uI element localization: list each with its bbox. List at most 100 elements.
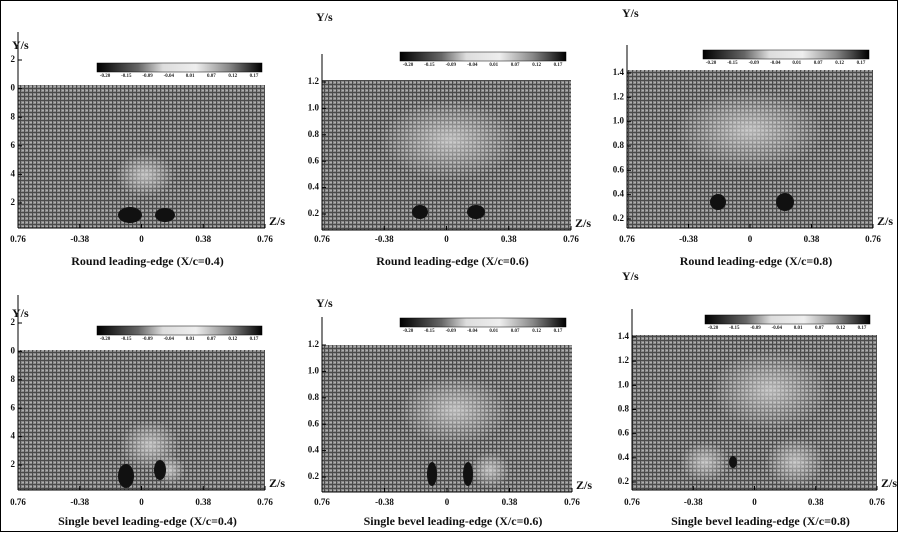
colorbar-label: -0.15 (729, 326, 740, 331)
flow-region (380, 100, 520, 180)
y-tick-label: 2 (11, 317, 16, 327)
vector-field (18, 350, 265, 490)
colorbar (96, 62, 263, 73)
colorbar-label: -0.20 (706, 61, 717, 66)
vortex (710, 194, 726, 210)
vortex (463, 462, 473, 486)
y-tick-label: 0.2 (618, 476, 630, 486)
x-tick-label: 0.76 (564, 497, 580, 507)
x-tick-label: -0.38 (375, 234, 394, 244)
colorbar-label: -0.09 (142, 74, 153, 79)
y-tick-label: 4 (11, 431, 16, 441)
colorbar-label: -0.20 (403, 329, 414, 334)
colorbar-label: -0.09 (446, 329, 457, 334)
colorbar-label: 0.17 (250, 74, 259, 79)
y-tick-label: 0.6 (308, 155, 320, 165)
vortex (118, 464, 134, 488)
y-tick-label: 0.6 (613, 164, 625, 174)
flow-region (710, 350, 830, 430)
x-axis-label: Z/s (576, 478, 592, 492)
colorbar (399, 51, 567, 62)
colorbar (704, 314, 871, 325)
y-tick-label: 1.0 (613, 116, 625, 126)
y-tick-label: 1.0 (618, 379, 630, 389)
y-tick-label: 1.4 (613, 67, 625, 77)
colorbar-label: -0.04 (164, 337, 175, 342)
y-axis-label: Y/s (316, 10, 333, 24)
colorbar-label: -0.20 (403, 63, 414, 68)
caption: Round leading-edge (X/c=0.8) (680, 254, 833, 268)
y-tick-label: 0.8 (308, 129, 320, 139)
colorbar-label: 0.07 (511, 63, 520, 68)
y-tick-label: 0.6 (308, 418, 320, 428)
x-tick-label: 0.38 (808, 497, 824, 507)
colorbar-label: -0.09 (142, 337, 153, 342)
x-tick-label: -0.38 (679, 234, 698, 244)
x-tick-label: -0.38 (375, 497, 394, 507)
x-tick-label: 0.38 (804, 234, 820, 244)
x-tick-label: 0.38 (195, 497, 211, 507)
colorbar-label: -0.04 (164, 74, 175, 79)
y-tick-label: 0.8 (613, 140, 625, 150)
colorbar-label: -0.20 (100, 74, 111, 79)
x-tick-label: 0.76 (865, 234, 881, 244)
colorbar-label: -0.04 (467, 329, 478, 334)
y-tick-label: 0.8 (618, 404, 630, 414)
caption: Single bevel leading-edge (X/c=0.4) (58, 514, 237, 528)
colorbar-label: -0.15 (121, 337, 132, 342)
x-axis-label: Z/s (881, 476, 897, 490)
colorbar-label: 0.12 (532, 63, 541, 68)
colorbar-label: 0.01 (794, 326, 803, 331)
y-tick-label: 6 (11, 402, 16, 412)
x-tick-label: 0 (139, 234, 144, 244)
y-tick-label: 4 (11, 168, 16, 178)
colorbar-label: 0.12 (836, 326, 845, 331)
x-tick-label: 0.76 (257, 497, 273, 507)
y-tick-label: 0.4 (613, 189, 625, 199)
colorbar-label: 0.17 (250, 337, 259, 342)
colorbar-label: 0.12 (228, 337, 237, 342)
x-tick-label: -0.38 (70, 234, 89, 244)
x-axis-label: Z/s (269, 476, 285, 490)
colorbar-label: 0.17 (554, 63, 563, 68)
x-tick-label: 0.76 (563, 234, 579, 244)
vortex (427, 462, 437, 486)
y-tick-label: 0.6 (618, 428, 630, 438)
y-tick-label: 1.0 (308, 365, 320, 375)
vortex (154, 460, 166, 480)
x-tick-label: 0.38 (501, 234, 517, 244)
x-tick-label: 0 (444, 234, 449, 244)
colorbar (702, 49, 870, 60)
colorbar-label: 0.01 (792, 61, 801, 66)
y-tick-label: 0 (11, 83, 16, 93)
y-tick-label: 1.0 (308, 102, 320, 112)
y-tick-label: 0 (11, 345, 16, 355)
y-tick-label: 8 (11, 111, 16, 121)
colorbar-label: -0.15 (424, 329, 435, 334)
x-tick-label: -0.38 (684, 497, 703, 507)
y-tick-label: 1.4 (618, 331, 630, 341)
colorbar-label: -0.20 (708, 326, 719, 331)
colorbar-label: 0.07 (815, 326, 824, 331)
colorbar-label: 0.01 (489, 63, 498, 68)
y-tick-label: 8 (11, 374, 16, 384)
y-tick-label: 0.4 (308, 445, 320, 455)
y-tick-label: 2 (11, 54, 16, 64)
caption: Round leading-edge (X/c=0.4) (71, 254, 224, 268)
colorbar (96, 325, 263, 336)
vortex (118, 207, 142, 223)
x-axis-label: Z/s (877, 214, 893, 228)
y-tick-label: 0.2 (613, 213, 625, 223)
colorbar-label: -0.15 (424, 63, 435, 68)
y-tick-label: 0.4 (308, 182, 320, 192)
caption: Round leading-edge (X/c=0.6) (376, 254, 529, 268)
x-tick-label: 0.76 (314, 497, 330, 507)
y-tick-label: 2 (11, 459, 16, 469)
vortex (155, 208, 175, 222)
colorbar-label: 0.07 (511, 329, 520, 334)
x-axis-label: Z/s (269, 214, 285, 228)
vortex (467, 205, 485, 219)
y-tick-label: 2 (11, 197, 16, 207)
x-tick-label: 0.76 (869, 497, 885, 507)
